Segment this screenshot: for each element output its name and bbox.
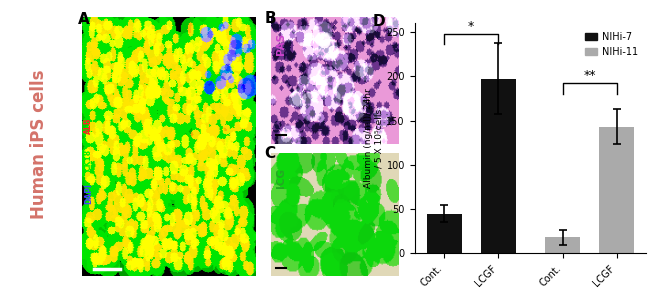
Text: B: B (264, 11, 276, 26)
Text: *: * (468, 20, 474, 33)
Text: ALB: ALB (84, 118, 93, 134)
Bar (599, 127, 634, 253)
Text: Human iPS cells: Human iPS cells (30, 69, 48, 219)
Text: **: ** (584, 69, 596, 82)
Bar (427, 214, 462, 253)
Text: D: D (373, 14, 385, 29)
Text: C: C (264, 147, 276, 162)
Y-axis label: Albumin (ng/ml)/ 24hr
/ 5 X 10⁵cells: Albumin (ng/ml)/ 24hr / 5 X 10⁵cells (364, 88, 383, 188)
Text: PAS: PAS (276, 33, 286, 55)
Text: CK18: CK18 (84, 149, 93, 171)
Bar (545, 238, 581, 253)
Bar (481, 79, 516, 253)
Legend: NIHi-7, NIHi-11: NIHi-7, NIHi-11 (581, 28, 642, 60)
Text: A: A (78, 12, 90, 27)
Text: DAPI: DAPI (84, 183, 93, 204)
Text: ICG: ICG (276, 168, 286, 187)
